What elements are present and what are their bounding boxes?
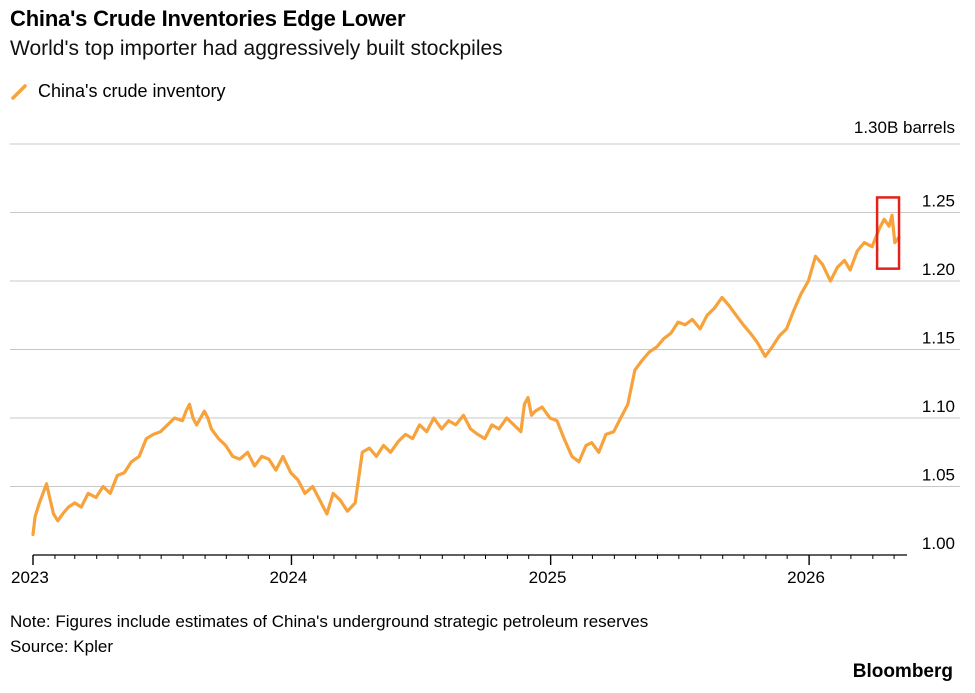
y-tick-label: 1.10 (922, 397, 955, 416)
series-line-chinas-crude-inventory (31, 213, 901, 537)
legend-label: China's crude inventory (38, 81, 226, 101)
x-tick-label: 2025 (529, 568, 567, 587)
x-tick-label: 2026 (787, 568, 825, 587)
highlight-box (875, 196, 901, 270)
y-tick-label: 1.25 (922, 192, 955, 211)
legend: China's crude inventory (10, 81, 226, 102)
line-swatch-icon (11, 83, 27, 100)
source-line: Source: Kpler (10, 637, 113, 656)
y-tick-label: 1.20 (922, 260, 955, 279)
footnote: Note: Figures include estimates of China… (10, 612, 649, 631)
x-tick-label: 2024 (269, 568, 307, 587)
x-axis-ticks: 2023 2024 2025 2026 (11, 568, 825, 587)
x-tick-label: 2023 (11, 568, 49, 587)
y-axis-ticks: 1.00 1.05 1.10 1.15 1.20 1.25 (922, 192, 955, 554)
y-tick-label: 1.15 (922, 329, 955, 348)
chart-subtitle: World's top importer had aggressively bu… (10, 37, 503, 60)
chart-title: China's Crude Inventories Edge Lower (10, 6, 406, 31)
gridlines (10, 143, 960, 487)
bloomberg-logo: Bloomberg (852, 661, 953, 682)
x-axis (32, 554, 907, 565)
y-tick-label: 1.05 (922, 466, 955, 485)
y-tick-label: 1.00 (922, 534, 955, 553)
series-group (31, 213, 901, 537)
highlight-group (875, 196, 901, 270)
y-axis-unit-label: 1.30B barrels (853, 118, 955, 137)
